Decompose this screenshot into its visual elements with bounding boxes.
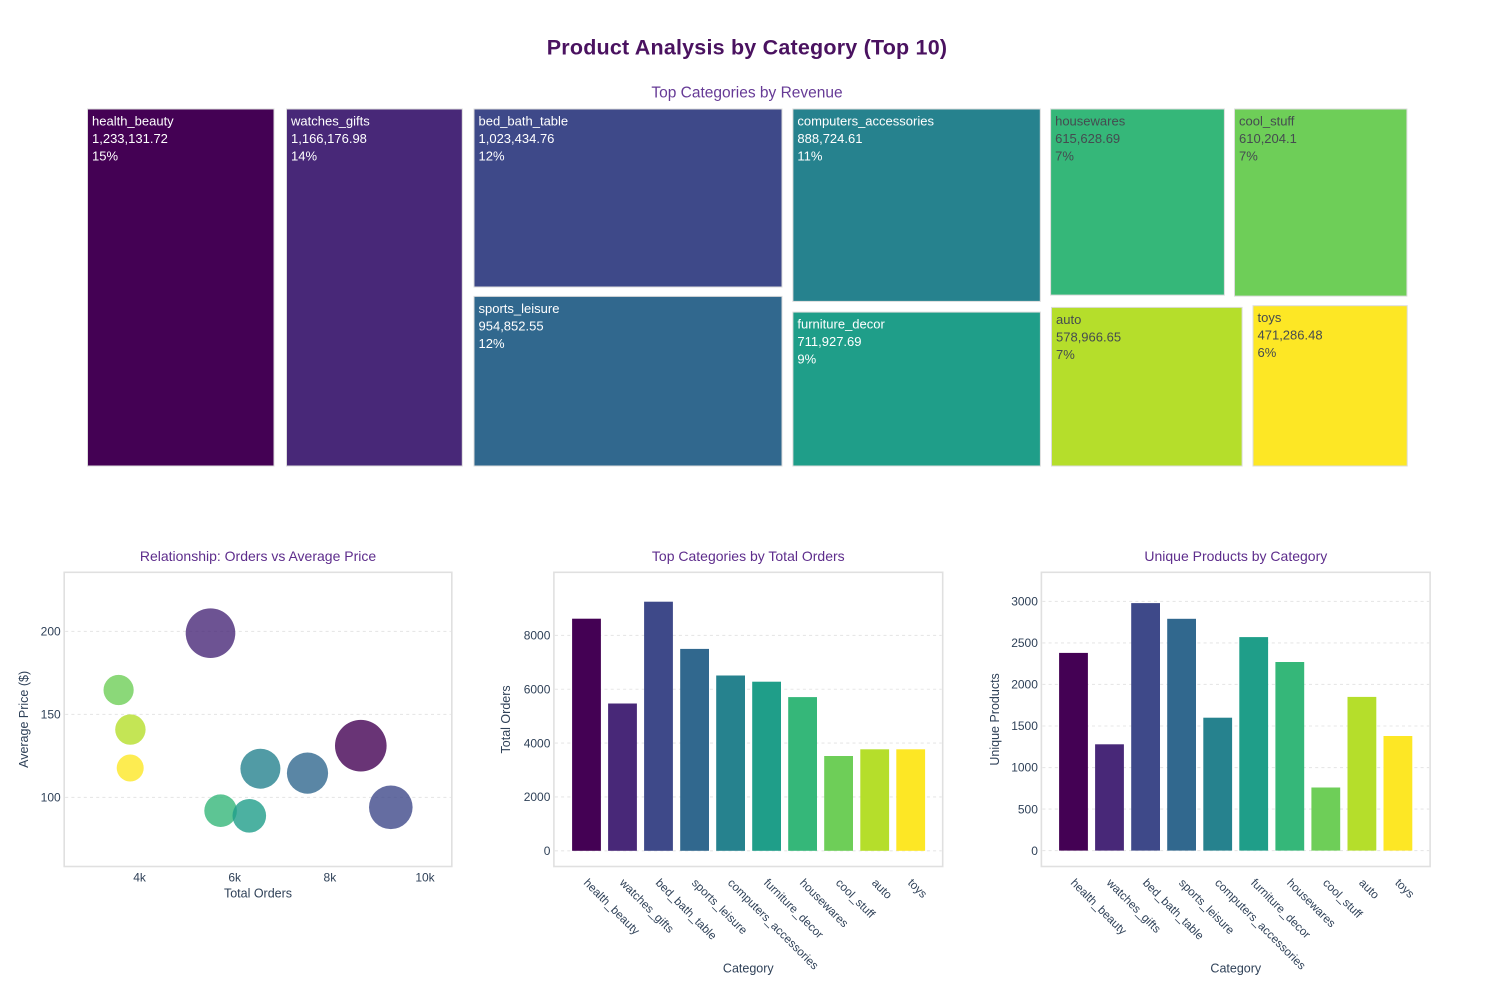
- svg-text:3000: 3000: [1011, 595, 1038, 609]
- svg-text:12%: 12%: [479, 336, 505, 351]
- svg-text:0: 0: [1031, 844, 1038, 858]
- svg-text:2000: 2000: [1011, 678, 1038, 692]
- svg-text:Relationship: Orders vs Averag: Relationship: Orders vs Average Price: [140, 548, 377, 564]
- svg-text:Top Categories by Revenue: Top Categories by Revenue: [651, 85, 842, 102]
- svg-text:Product Analysis by Category (: Product Analysis by Category (Top 10): [547, 36, 947, 60]
- svg-text:2500: 2500: [1011, 636, 1038, 650]
- svg-text:0: 0: [544, 844, 551, 858]
- svg-text:888,724.61: 888,724.61: [797, 131, 862, 146]
- svg-text:954,852.55: 954,852.55: [479, 318, 544, 333]
- svg-text:8k: 8k: [324, 870, 338, 884]
- svg-text:watches_gifts: watches_gifts: [290, 114, 370, 129]
- svg-text:Average Price ($): Average Price ($): [17, 671, 31, 768]
- svg-text:8000: 8000: [524, 629, 551, 643]
- svg-text:1,233,131.72: 1,233,131.72: [92, 131, 168, 146]
- svg-text:7%: 7%: [1239, 149, 1258, 164]
- svg-text:711,927.69: 711,927.69: [797, 334, 861, 349]
- svg-text:Top Categories by Total Orders: Top Categories by Total Orders: [652, 548, 845, 564]
- svg-text:Category: Category: [1210, 962, 1261, 976]
- svg-text:15%: 15%: [92, 149, 118, 164]
- svg-text:615,628.69: 615,628.69: [1055, 131, 1120, 146]
- svg-text:Unique Products by Category: Unique Products by Category: [1144, 548, 1327, 564]
- svg-text:Unique Products: Unique Products: [988, 673, 1002, 765]
- svg-text:6%: 6%: [1258, 345, 1277, 360]
- svg-text:9%: 9%: [797, 352, 816, 367]
- svg-text:11%: 11%: [797, 149, 822, 164]
- svg-text:14%: 14%: [291, 149, 317, 164]
- svg-text:1,166,176.98: 1,166,176.98: [291, 131, 367, 146]
- svg-text:610,204.1: 610,204.1: [1239, 131, 1297, 146]
- svg-text:7%: 7%: [1056, 347, 1075, 362]
- svg-text:1000: 1000: [1011, 761, 1038, 775]
- svg-text:4k: 4k: [133, 870, 147, 884]
- svg-text:6000: 6000: [524, 683, 551, 697]
- svg-text:471,286.48: 471,286.48: [1258, 328, 1323, 343]
- svg-text:1,023,434.76: 1,023,434.76: [479, 131, 555, 146]
- svg-text:bed_bath_table: bed_bath_table: [479, 114, 569, 129]
- svg-text:4000: 4000: [524, 736, 551, 750]
- svg-text:health_beauty: health_beauty: [92, 114, 174, 129]
- svg-text:100: 100: [41, 791, 61, 805]
- svg-text:sports_leisure: sports_leisure: [479, 301, 560, 316]
- svg-text:furniture_decor: furniture_decor: [797, 317, 885, 332]
- svg-text:500: 500: [1018, 802, 1038, 816]
- svg-text:10k: 10k: [415, 870, 435, 884]
- svg-text:toys: toys: [1258, 310, 1282, 325]
- svg-text:6k: 6k: [228, 870, 242, 884]
- svg-text:12%: 12%: [479, 149, 505, 164]
- svg-text:Category: Category: [723, 962, 774, 976]
- svg-text:housewares: housewares: [1055, 114, 1126, 129]
- svg-text:Total Orders: Total Orders: [224, 887, 292, 901]
- svg-text:7%: 7%: [1055, 149, 1074, 164]
- svg-text:computers_accessories: computers_accessories: [797, 114, 934, 129]
- svg-text:auto: auto: [1056, 312, 1081, 327]
- svg-text:150: 150: [41, 708, 61, 722]
- svg-text:Total Orders: Total Orders: [499, 685, 513, 753]
- svg-text:2000: 2000: [524, 790, 551, 804]
- svg-text:cool_stuff: cool_stuff: [1239, 114, 1295, 129]
- svg-text:1500: 1500: [1011, 719, 1038, 733]
- svg-text:578,966.65: 578,966.65: [1056, 329, 1121, 344]
- svg-text:200: 200: [41, 625, 61, 639]
